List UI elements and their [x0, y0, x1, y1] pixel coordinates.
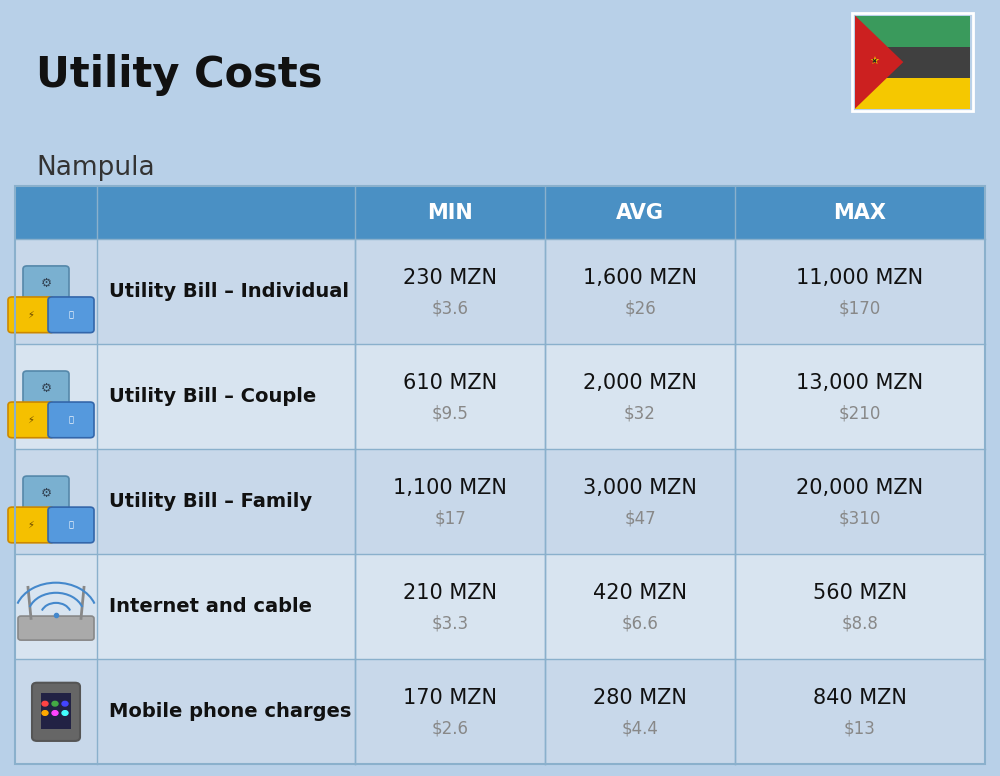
Text: MIN: MIN — [427, 203, 473, 223]
Text: 560 MZN: 560 MZN — [813, 583, 907, 603]
Text: Internet and cable: Internet and cable — [109, 598, 312, 616]
Text: 1,600 MZN: 1,600 MZN — [583, 268, 697, 288]
FancyBboxPatch shape — [15, 344, 985, 449]
Text: Utility Costs: Utility Costs — [36, 54, 322, 96]
Text: $8.8: $8.8 — [842, 615, 878, 632]
Text: $6.6: $6.6 — [622, 615, 658, 632]
FancyBboxPatch shape — [15, 660, 985, 764]
FancyBboxPatch shape — [23, 371, 69, 407]
FancyBboxPatch shape — [48, 297, 94, 333]
Circle shape — [62, 702, 68, 706]
Text: ⚙: ⚙ — [40, 487, 52, 501]
FancyBboxPatch shape — [23, 266, 69, 302]
Text: $32: $32 — [624, 405, 656, 423]
Text: $17: $17 — [434, 510, 466, 528]
Text: 280 MZN: 280 MZN — [593, 688, 687, 708]
Text: 210 MZN: 210 MZN — [403, 583, 497, 603]
Text: 610 MZN: 610 MZN — [403, 372, 497, 393]
FancyBboxPatch shape — [15, 449, 985, 554]
Text: Nampula: Nampula — [36, 155, 155, 182]
Text: Mobile phone charges: Mobile phone charges — [109, 702, 351, 722]
Text: 💧: 💧 — [69, 310, 74, 319]
FancyBboxPatch shape — [855, 16, 970, 47]
Text: ⚡: ⚡ — [28, 310, 34, 320]
Text: Utility Bill – Couple: Utility Bill – Couple — [109, 387, 316, 406]
FancyBboxPatch shape — [855, 47, 970, 78]
Text: MAX: MAX — [834, 203, 887, 223]
Text: $2.6: $2.6 — [432, 720, 468, 738]
Circle shape — [52, 702, 58, 706]
Circle shape — [42, 711, 48, 715]
Polygon shape — [855, 16, 903, 109]
FancyBboxPatch shape — [41, 693, 71, 729]
Text: $170: $170 — [839, 300, 881, 317]
Text: Utility Bill – Individual: Utility Bill – Individual — [109, 282, 349, 301]
FancyBboxPatch shape — [23, 476, 69, 512]
FancyBboxPatch shape — [8, 297, 54, 333]
FancyBboxPatch shape — [48, 508, 94, 543]
Text: ★: ★ — [870, 57, 880, 67]
Text: ✖: ✖ — [872, 60, 877, 64]
Text: $3.6: $3.6 — [432, 300, 468, 317]
Text: 230 MZN: 230 MZN — [403, 268, 497, 288]
FancyBboxPatch shape — [855, 78, 970, 109]
Text: ⚡: ⚡ — [28, 415, 34, 425]
Text: $47: $47 — [624, 510, 656, 528]
Text: 💧: 💧 — [69, 521, 74, 529]
Text: $9.5: $9.5 — [432, 405, 468, 423]
Text: 💧: 💧 — [69, 415, 74, 424]
Text: 11,000 MZN: 11,000 MZN — [796, 268, 924, 288]
FancyBboxPatch shape — [8, 508, 54, 543]
Circle shape — [52, 711, 58, 715]
Circle shape — [42, 702, 48, 706]
Text: $310: $310 — [839, 510, 881, 528]
Text: 3,000 MZN: 3,000 MZN — [583, 478, 697, 497]
Text: ⚙: ⚙ — [40, 277, 52, 290]
Text: 20,000 MZN: 20,000 MZN — [796, 478, 924, 497]
Text: AVG: AVG — [616, 203, 664, 223]
FancyBboxPatch shape — [15, 554, 985, 660]
Text: $4.4: $4.4 — [622, 720, 658, 738]
Text: $13: $13 — [844, 720, 876, 738]
FancyBboxPatch shape — [32, 683, 80, 741]
Circle shape — [62, 711, 68, 715]
FancyBboxPatch shape — [8, 402, 54, 438]
Text: 840 MZN: 840 MZN — [813, 688, 907, 708]
Text: 1,100 MZN: 1,100 MZN — [393, 478, 507, 497]
Text: 170 MZN: 170 MZN — [403, 688, 497, 708]
Text: 13,000 MZN: 13,000 MZN — [796, 372, 924, 393]
Text: 420 MZN: 420 MZN — [593, 583, 687, 603]
FancyBboxPatch shape — [15, 186, 985, 239]
Text: Utility Bill – Family: Utility Bill – Family — [109, 492, 312, 511]
Text: $210: $210 — [839, 405, 881, 423]
Text: 2,000 MZN: 2,000 MZN — [583, 372, 697, 393]
Text: ⚡: ⚡ — [28, 520, 34, 530]
Text: ⚙: ⚙ — [40, 383, 52, 395]
FancyBboxPatch shape — [18, 616, 94, 640]
Text: $26: $26 — [624, 300, 656, 317]
FancyBboxPatch shape — [48, 402, 94, 438]
Text: $3.3: $3.3 — [431, 615, 469, 632]
FancyBboxPatch shape — [15, 239, 985, 344]
